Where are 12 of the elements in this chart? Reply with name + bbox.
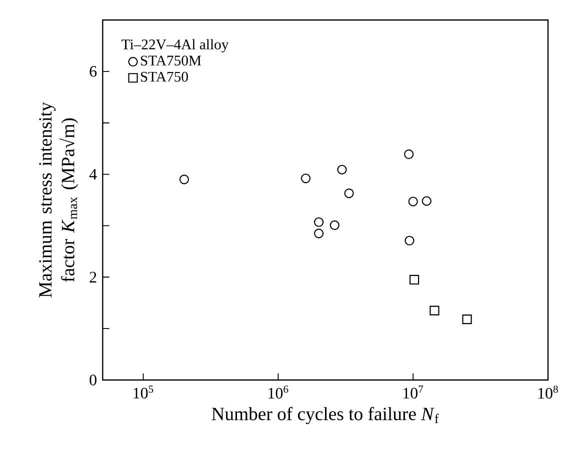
y-tick-label: 0 [90,374,96,386]
y-tick-label: 2 [90,272,96,282]
x-axis-title: Number of cycles to failure N$_{f}$ [212,406,439,424]
legend-title: Ti–22V–4Al alloy [122,39,229,52]
y-tick-label: 6 [90,66,97,77]
x-tick-label: 10$^{7}$ [404,386,424,399]
y-tick-label: 4 [89,169,97,180]
legend-label: STA750 [140,72,188,82]
legend-label: STA750M [140,56,202,66]
x-tick-label: 10$^{5}$ [134,386,154,399]
x-tick-label: 10$^{8}$ [538,386,558,399]
x-tick-label: 10$^{6}$ [268,386,288,399]
